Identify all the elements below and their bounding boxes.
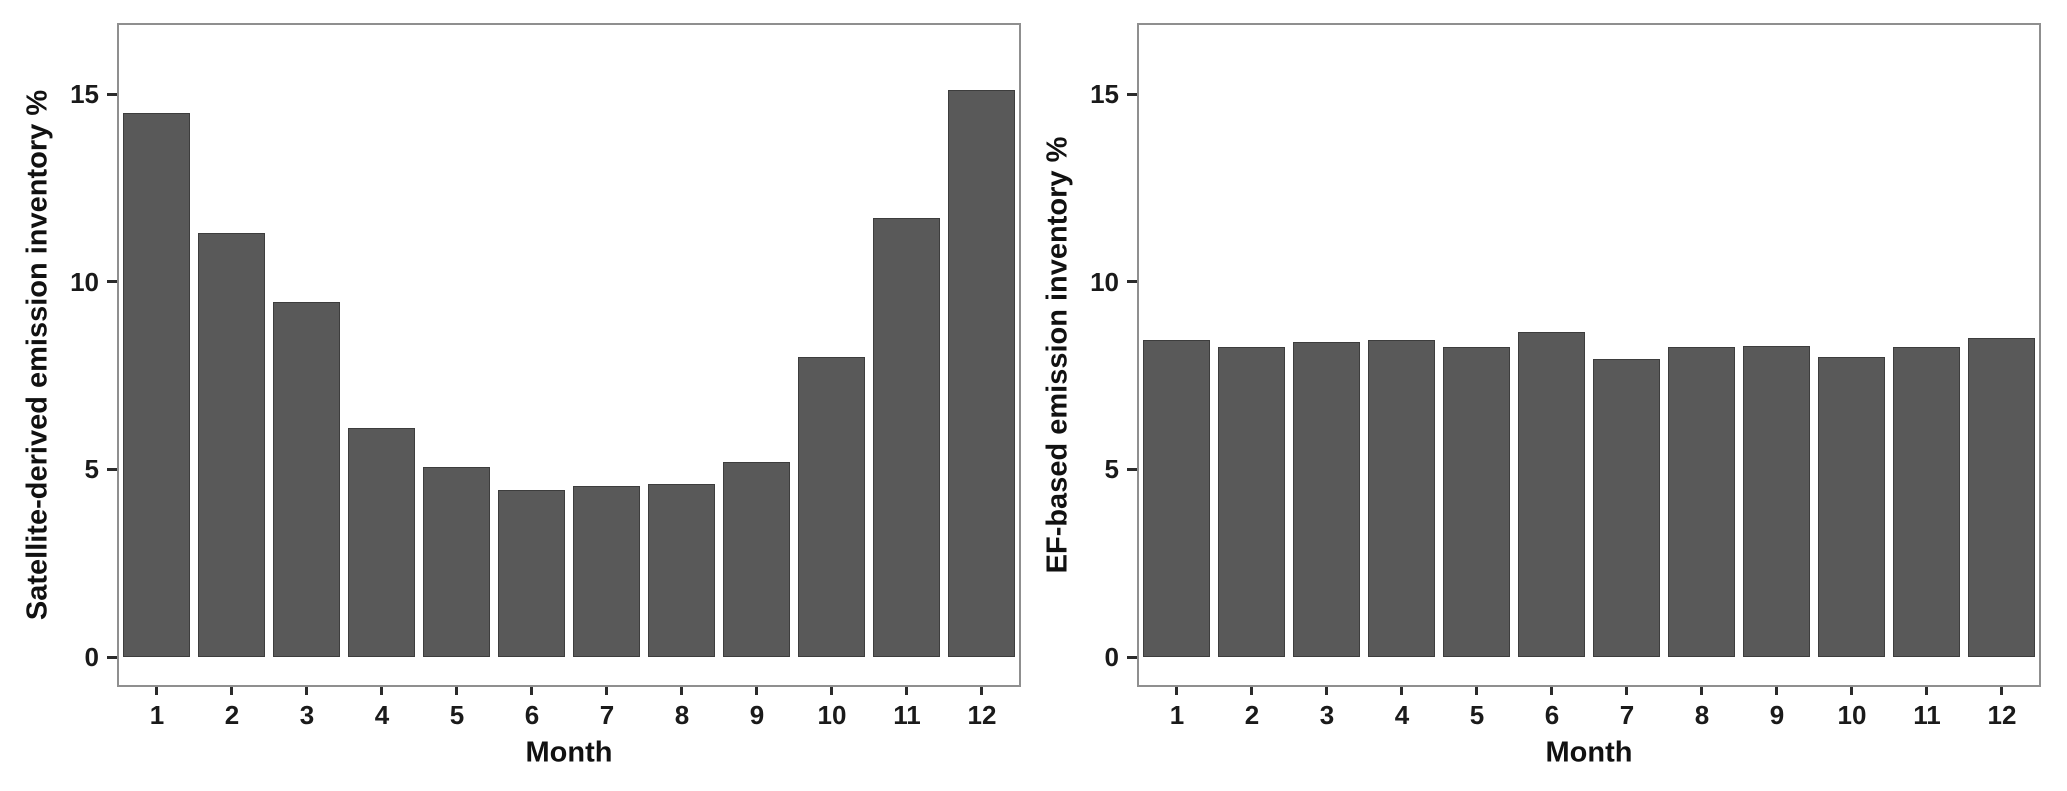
y-tick-0 xyxy=(1127,656,1137,659)
x-tick-label-12: 12 xyxy=(967,700,997,730)
y-axis-title: Satellite-derived emission inventory % xyxy=(21,89,54,621)
x-tick-label-2: 2 xyxy=(224,700,240,730)
bar-month-5 xyxy=(423,467,490,657)
x-tick-2 xyxy=(230,687,233,695)
bar-month-2 xyxy=(198,233,265,657)
chart-satellite-derived: Satellite-derived emission inventory % 0… xyxy=(0,0,1033,791)
x-tick-12 xyxy=(980,687,983,695)
y-axis-title: EF-based emission inventory % xyxy=(1041,136,1074,574)
x-tick-label-6: 6 xyxy=(1544,700,1560,730)
x-tick-label-12: 12 xyxy=(1987,700,2017,730)
bar-month-2 xyxy=(1218,347,1285,657)
bar-month-9 xyxy=(723,462,790,657)
x-tick-label-4: 4 xyxy=(374,700,390,730)
y-tick-10 xyxy=(107,280,117,283)
bar-month-3 xyxy=(1293,342,1360,657)
x-axis-title: Month xyxy=(525,736,613,769)
y-tick-0 xyxy=(107,656,117,659)
bar-month-3 xyxy=(273,302,340,657)
x-tick-label-2: 2 xyxy=(1244,700,1260,730)
bar-month-7 xyxy=(1593,359,1660,657)
x-tick-5 xyxy=(455,687,458,695)
x-tick-label-8: 8 xyxy=(1694,700,1710,730)
bar-month-4 xyxy=(1368,340,1435,657)
x-tick-label-7: 7 xyxy=(1619,700,1635,730)
y-tick-5 xyxy=(107,468,117,471)
x-tick-label-7: 7 xyxy=(599,700,615,730)
x-tick-label-10: 10 xyxy=(1837,700,1867,730)
bar-month-1 xyxy=(1143,340,1210,657)
bar-month-4 xyxy=(348,428,415,657)
bar-month-9 xyxy=(1743,346,1810,657)
x-tick-label-3: 3 xyxy=(1319,700,1335,730)
x-tick-11 xyxy=(905,687,908,695)
x-tick-label-5: 5 xyxy=(449,700,465,730)
y-tick-10 xyxy=(1127,280,1137,283)
x-tick-5 xyxy=(1475,687,1478,695)
x-tick-4 xyxy=(1400,687,1403,695)
y-tick-label-10: 10 xyxy=(70,267,99,297)
x-tick-1 xyxy=(1175,687,1178,695)
y-tick-label-5: 5 xyxy=(84,454,99,484)
x-tick-6 xyxy=(530,687,533,695)
bar-month-6 xyxy=(1518,332,1585,657)
bar-month-12 xyxy=(1968,338,2035,657)
bar-month-11 xyxy=(873,218,940,657)
x-tick-label-11: 11 xyxy=(893,700,921,730)
x-tick-12 xyxy=(2000,687,2003,695)
y-tick-label-5: 5 xyxy=(1104,454,1119,484)
bar-month-8 xyxy=(648,484,715,657)
bar-month-7 xyxy=(573,486,640,657)
x-tick-label-9: 9 xyxy=(1769,700,1785,730)
bar-month-6 xyxy=(498,490,565,657)
y-tick-15 xyxy=(107,93,117,96)
x-tick-label-11: 11 xyxy=(1913,700,1941,730)
x-tick-label-3: 3 xyxy=(299,700,315,730)
x-tick-4 xyxy=(380,687,383,695)
bar-month-12 xyxy=(948,90,1015,657)
bar-month-5 xyxy=(1443,347,1510,657)
x-tick-10 xyxy=(830,687,833,695)
x-tick-3 xyxy=(1325,687,1328,695)
plot-panel xyxy=(1137,23,2041,687)
x-tick-label-9: 9 xyxy=(749,700,765,730)
y-tick-label-0: 0 xyxy=(84,642,99,672)
plot-panel xyxy=(117,23,1021,687)
x-tick-label-8: 8 xyxy=(674,700,690,730)
x-tick-11 xyxy=(1925,687,1928,695)
x-tick-8 xyxy=(680,687,683,695)
x-axis-title: Month xyxy=(1545,736,1633,769)
x-tick-9 xyxy=(1775,687,1778,695)
bar-month-10 xyxy=(798,357,865,657)
bar-month-1 xyxy=(123,113,190,657)
x-tick-7 xyxy=(605,687,608,695)
x-tick-label-4: 4 xyxy=(1394,700,1410,730)
bar-month-10 xyxy=(1818,357,1885,657)
x-tick-3 xyxy=(305,687,308,695)
x-tick-6 xyxy=(1550,687,1553,695)
bar-month-11 xyxy=(1893,347,1960,657)
x-tick-2 xyxy=(1250,687,1253,695)
x-tick-9 xyxy=(755,687,758,695)
y-tick-label-15: 15 xyxy=(70,79,99,109)
x-tick-label-6: 6 xyxy=(524,700,540,730)
x-tick-label-5: 5 xyxy=(1469,700,1485,730)
y-tick-label-0: 0 xyxy=(1104,642,1119,672)
y-tick-15 xyxy=(1127,93,1137,96)
x-tick-10 xyxy=(1850,687,1853,695)
y-tick-label-10: 10 xyxy=(1090,267,1119,297)
x-tick-label-10: 10 xyxy=(817,700,847,730)
x-tick-label-1: 1 xyxy=(149,700,165,730)
x-tick-7 xyxy=(1625,687,1628,695)
x-tick-1 xyxy=(155,687,158,695)
y-tick-label-15: 15 xyxy=(1090,79,1119,109)
x-tick-label-1: 1 xyxy=(1169,700,1185,730)
y-tick-5 xyxy=(1127,468,1137,471)
x-tick-8 xyxy=(1700,687,1703,695)
bar-month-8 xyxy=(1668,347,1735,657)
